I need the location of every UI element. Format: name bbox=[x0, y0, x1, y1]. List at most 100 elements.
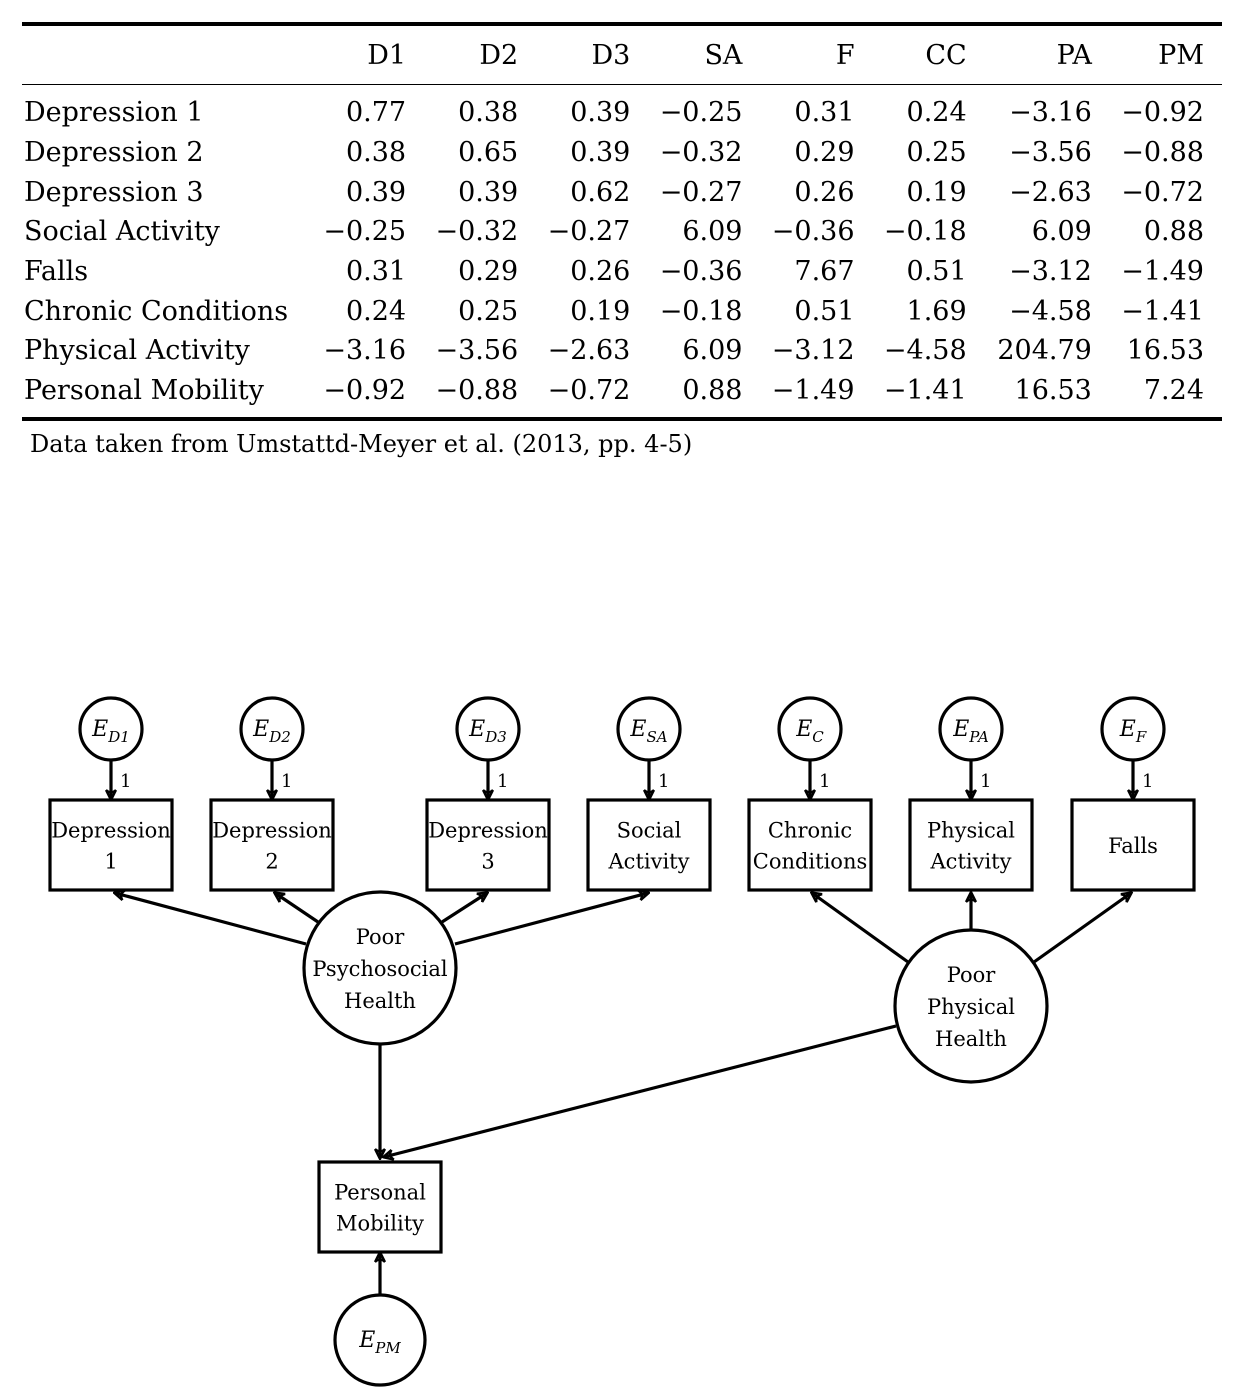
chronic-conditions-label: Chronic bbox=[768, 819, 852, 843]
table-cell: −0.92 bbox=[323, 375, 407, 407]
table-cell: 0.19 bbox=[570, 295, 631, 327]
table-cell: 0.38 bbox=[345, 137, 407, 169]
table-row: Personal Mobility −0.92 −0.88 −0.72 0.88 −1.4… bbox=[22, 371, 1222, 419]
table-cell: 0.39 bbox=[345, 176, 407, 208]
table-cell: −0.25 bbox=[659, 97, 743, 129]
covariance-table-container: D1 D2 D3 SA F CC PA PM Depression 1 0.77 0… bbox=[22, 22, 1222, 421]
table-cell: 0.25 bbox=[458, 295, 519, 327]
personal-mobility-box bbox=[317, 1160, 443, 1254]
e-d1-label: ED1 bbox=[91, 717, 130, 746]
table-cell: −2.63 bbox=[1009, 176, 1092, 208]
table-cell: 0.29 bbox=[794, 137, 855, 169]
column-header: PM bbox=[1158, 39, 1204, 71]
falls-label: Falls bbox=[1108, 834, 1158, 858]
table-cell: 0.65 bbox=[458, 137, 519, 169]
poor-physical-health-label: Poor bbox=[947, 963, 997, 987]
row-label: Physical Activity bbox=[24, 335, 250, 367]
falls-box bbox=[1070, 798, 1196, 892]
poor-physical-health-label: Physical bbox=[927, 995, 1015, 1019]
table-cell: −0.18 bbox=[659, 295, 743, 327]
table-cell: −0.72 bbox=[547, 375, 631, 407]
row-label: Chronic Conditions bbox=[24, 295, 289, 327]
loading-label: 1 bbox=[980, 771, 991, 792]
e-c-label: EC bbox=[795, 717, 824, 746]
table-cell: 0.39 bbox=[570, 97, 631, 129]
column-header: D3 bbox=[591, 39, 631, 71]
depression-3-box bbox=[425, 798, 551, 892]
table-cell: 6.09 bbox=[682, 335, 743, 367]
path-arrow bbox=[275, 893, 319, 924]
e-pa-circle bbox=[938, 696, 1004, 762]
table-cell: −3.12 bbox=[771, 335, 855, 367]
table-cell: 0.51 bbox=[906, 256, 967, 288]
row-label: Falls bbox=[24, 256, 89, 288]
row-label: Depression 1 bbox=[24, 97, 204, 129]
table-cell: −1.41 bbox=[883, 375, 967, 407]
e-d2-label: ED2 bbox=[252, 717, 291, 746]
poor-psychosocial-health-label: Psychosocial bbox=[312, 957, 448, 981]
table-cell: 0.29 bbox=[458, 256, 519, 288]
poor-psychosocial-health-label: Health bbox=[344, 989, 416, 1013]
table-cell: 0.19 bbox=[906, 176, 967, 208]
table-cell: 0.38 bbox=[458, 97, 519, 129]
row-label: Depression 2 bbox=[24, 137, 204, 169]
table-cell: −0.92 bbox=[1121, 97, 1204, 129]
poor-psychosocial-health-label: Poor bbox=[356, 925, 406, 949]
chronic-conditions-box bbox=[747, 798, 873, 892]
table-cell: 16.53 bbox=[1126, 335, 1204, 367]
column-header: F bbox=[835, 39, 855, 71]
table-cell: −4.58 bbox=[883, 335, 967, 367]
row-label: Depression 3 bbox=[24, 176, 204, 208]
table-cell: −1.41 bbox=[1121, 295, 1204, 327]
table-header-row: D1 D2 D3 SA F CC PA PM bbox=[22, 24, 1222, 85]
table-cell: 0.62 bbox=[570, 176, 631, 208]
table-cell: 0.31 bbox=[345, 256, 407, 288]
table-cell: −3.56 bbox=[1009, 137, 1092, 169]
e-d1-circle bbox=[78, 696, 144, 762]
depression-3-label: 3 bbox=[481, 850, 494, 874]
path-arrow bbox=[454, 893, 648, 946]
table-row: Depression 2 0.38 0.65 0.39 −0.32 0.29 0.25 −3.… bbox=[22, 133, 1222, 173]
table-cell: 0.39 bbox=[458, 176, 519, 208]
social-activity-box bbox=[586, 798, 712, 892]
table-cell: −3.56 bbox=[435, 335, 519, 367]
table-cell: 0.39 bbox=[570, 137, 631, 169]
e-sa-label: ESA bbox=[629, 717, 667, 746]
e-d2-circle bbox=[239, 696, 305, 762]
table-cell: −0.27 bbox=[547, 216, 631, 248]
table-row: Depression 1 0.77 0.38 0.39 −0.25 0.31 0.24 −3.… bbox=[22, 85, 1222, 133]
row-label: Personal Mobility bbox=[24, 375, 264, 407]
poor-psychosocial-health-circle bbox=[302, 890, 458, 1046]
table-cell: −0.88 bbox=[1121, 137, 1204, 169]
e-pa-label: EPA bbox=[952, 717, 989, 746]
table-cell: −3.12 bbox=[1009, 256, 1092, 288]
table-cell: 0.25 bbox=[906, 137, 967, 169]
table-row: Depression 3 0.39 0.39 0.62 −0.27 0.26 0.19 −2.… bbox=[22, 172, 1222, 212]
path-arrow bbox=[384, 1024, 897, 1157]
physical-activity-box bbox=[908, 798, 1034, 892]
table-cell: −0.32 bbox=[659, 137, 743, 169]
table-cell: −1.49 bbox=[1121, 256, 1204, 288]
depression-1-box bbox=[48, 798, 174, 892]
physical-activity-label: Physical bbox=[927, 819, 1015, 843]
personal-mobility-label: Personal bbox=[334, 1181, 426, 1205]
depression-2-label: 2 bbox=[265, 850, 278, 874]
table-cell: −0.27 bbox=[659, 176, 743, 208]
table-cell: 0.24 bbox=[906, 97, 967, 129]
e-pm-circle bbox=[333, 1293, 427, 1387]
table-row: Chronic Conditions 0.24 0.25 0.19 −0.18 0.51 1… bbox=[22, 291, 1222, 331]
table-cell: −0.72 bbox=[1121, 176, 1204, 208]
table-cell: −0.32 bbox=[435, 216, 519, 248]
depression-1-label: Depression bbox=[51, 819, 171, 843]
e-d3-circle bbox=[455, 696, 521, 762]
e-sa-circle bbox=[616, 696, 682, 762]
table-row: Social Activity −0.25 −0.32 −0.27 6.09 −0.36−… bbox=[22, 212, 1222, 252]
depression-3-label: Depression bbox=[428, 819, 548, 843]
path-arrow bbox=[812, 893, 909, 964]
table-cell: 6.09 bbox=[682, 216, 743, 248]
column-header: PA bbox=[1056, 39, 1092, 71]
loading-label: 1 bbox=[281, 771, 292, 792]
table-cell: −0.36 bbox=[659, 256, 743, 288]
e-f-label: EF bbox=[1119, 717, 1147, 746]
table-cell: −3.16 bbox=[1009, 97, 1092, 129]
